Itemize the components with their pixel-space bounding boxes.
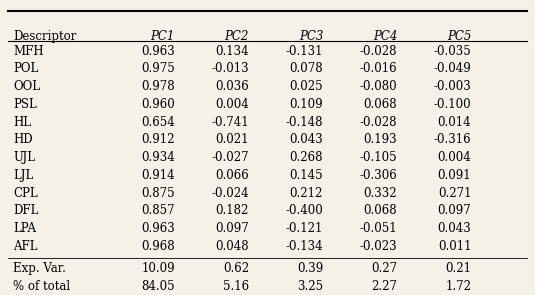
Text: -0.024: -0.024 [211, 186, 249, 199]
Text: 0.021: 0.021 [216, 133, 249, 146]
Text: -0.023: -0.023 [360, 240, 397, 253]
Text: 0.025: 0.025 [289, 80, 323, 93]
Text: -0.121: -0.121 [286, 222, 323, 235]
Text: PC4: PC4 [373, 30, 397, 42]
Text: 0.963: 0.963 [141, 222, 175, 235]
Text: 1.72: 1.72 [445, 280, 471, 293]
Text: -0.105: -0.105 [360, 151, 397, 164]
Text: 0.654: 0.654 [141, 116, 175, 129]
Text: AFL: AFL [13, 240, 38, 253]
Text: Exp. Var.: Exp. Var. [13, 262, 66, 275]
Text: 0.975: 0.975 [141, 62, 175, 75]
Text: 0.078: 0.078 [289, 62, 323, 75]
Text: 0.043: 0.043 [438, 222, 471, 235]
Text: 0.27: 0.27 [371, 262, 397, 275]
Text: PC1: PC1 [150, 30, 175, 42]
Text: OOL: OOL [13, 80, 40, 93]
Text: 0.912: 0.912 [141, 133, 175, 146]
Text: -0.148: -0.148 [286, 116, 323, 129]
Text: 0.914: 0.914 [141, 169, 175, 182]
Text: 0.048: 0.048 [216, 240, 249, 253]
Text: 3.25: 3.25 [297, 280, 323, 293]
Text: 0.134: 0.134 [216, 45, 249, 58]
Text: 0.968: 0.968 [141, 240, 175, 253]
Text: 0.091: 0.091 [438, 169, 471, 182]
Text: 0.011: 0.011 [438, 240, 471, 253]
Text: DFL: DFL [13, 204, 39, 217]
Text: -0.027: -0.027 [211, 151, 249, 164]
Text: 0.097: 0.097 [215, 222, 249, 235]
Text: 0.875: 0.875 [141, 186, 175, 199]
Text: 0.62: 0.62 [223, 262, 249, 275]
Text: 2.27: 2.27 [371, 280, 397, 293]
Text: % of total: % of total [13, 280, 71, 293]
Text: 0.004: 0.004 [438, 151, 471, 164]
Text: 0.857: 0.857 [141, 204, 175, 217]
Text: LPA: LPA [13, 222, 36, 235]
Text: 0.212: 0.212 [290, 186, 323, 199]
Text: 0.068: 0.068 [364, 204, 397, 217]
Text: -0.051: -0.051 [360, 222, 397, 235]
Text: -0.080: -0.080 [360, 80, 397, 93]
Text: -0.028: -0.028 [360, 45, 397, 58]
Text: 0.934: 0.934 [141, 151, 175, 164]
Text: 0.068: 0.068 [364, 98, 397, 111]
Text: -0.049: -0.049 [433, 62, 471, 75]
Text: PC2: PC2 [225, 30, 249, 42]
Text: 0.182: 0.182 [216, 204, 249, 217]
Text: -0.134: -0.134 [286, 240, 323, 253]
Text: 0.043: 0.043 [289, 133, 323, 146]
Text: 0.066: 0.066 [215, 169, 249, 182]
Text: -0.003: -0.003 [433, 80, 471, 93]
Text: HD: HD [13, 133, 33, 146]
Text: 0.963: 0.963 [141, 45, 175, 58]
Text: -0.306: -0.306 [360, 169, 397, 182]
Text: 0.036: 0.036 [215, 80, 249, 93]
Text: CPL: CPL [13, 186, 38, 199]
Text: Descriptor: Descriptor [13, 30, 77, 42]
Text: LJL: LJL [13, 169, 34, 182]
Text: 0.193: 0.193 [364, 133, 397, 146]
Text: PC5: PC5 [447, 30, 471, 42]
Text: 0.271: 0.271 [438, 186, 471, 199]
Text: -0.316: -0.316 [434, 133, 471, 146]
Text: 0.268: 0.268 [289, 151, 323, 164]
Text: 0.960: 0.960 [141, 98, 175, 111]
Text: POL: POL [13, 62, 39, 75]
Text: HL: HL [13, 116, 32, 129]
Text: 0.109: 0.109 [289, 98, 323, 111]
Text: -0.035: -0.035 [433, 45, 471, 58]
Text: PC3: PC3 [299, 30, 323, 42]
Text: MFH: MFH [13, 45, 44, 58]
Text: 0.39: 0.39 [297, 262, 323, 275]
Text: UJL: UJL [13, 151, 35, 164]
Text: -0.016: -0.016 [360, 62, 397, 75]
Text: 0.004: 0.004 [215, 98, 249, 111]
Text: 0.978: 0.978 [141, 80, 175, 93]
Text: 0.21: 0.21 [445, 262, 471, 275]
Text: -0.741: -0.741 [211, 116, 249, 129]
Text: -0.013: -0.013 [211, 62, 249, 75]
Text: -0.131: -0.131 [286, 45, 323, 58]
Text: 0.097: 0.097 [438, 204, 471, 217]
Text: PSL: PSL [13, 98, 37, 111]
Text: 0.014: 0.014 [438, 116, 471, 129]
Text: 5.16: 5.16 [223, 280, 249, 293]
Text: 0.145: 0.145 [289, 169, 323, 182]
Text: -0.100: -0.100 [434, 98, 471, 111]
Text: 0.332: 0.332 [364, 186, 397, 199]
Text: -0.028: -0.028 [360, 116, 397, 129]
Text: 84.05: 84.05 [141, 280, 175, 293]
Text: 10.09: 10.09 [141, 262, 175, 275]
Text: -0.400: -0.400 [285, 204, 323, 217]
